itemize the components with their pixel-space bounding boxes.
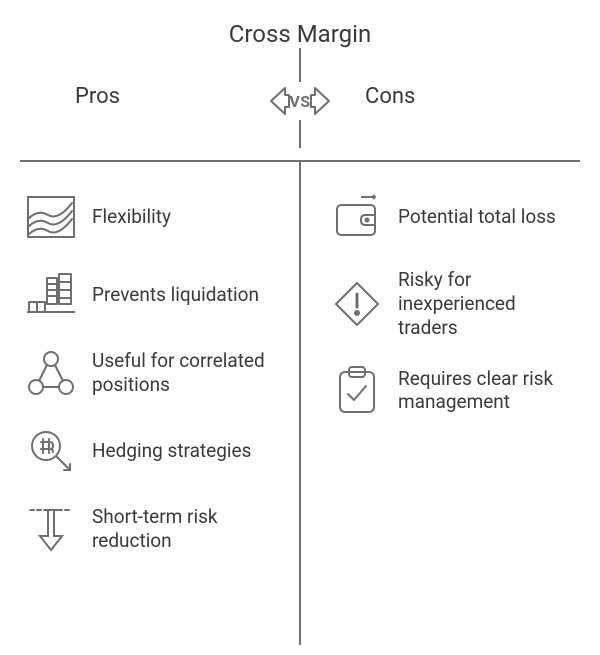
pros-header: Pros bbox=[0, 84, 300, 109]
item-label: Prevents liquidation bbox=[92, 283, 259, 307]
item-label: Potential total loss bbox=[398, 205, 556, 229]
cons-header: Cons bbox=[300, 84, 600, 109]
item-label: Flexibility bbox=[92, 205, 171, 229]
columns: Flexibility bbox=[0, 190, 600, 580]
vs-region: VS Pros Cons bbox=[0, 48, 600, 148]
list-item: Useful for correlated positions bbox=[24, 346, 270, 400]
flexibility-icon bbox=[24, 190, 78, 244]
page-title: Cross Margin bbox=[0, 0, 600, 48]
column-headers: Pros Cons bbox=[0, 84, 600, 109]
list-item: Hedging strategies bbox=[24, 424, 270, 478]
infographic: Cross Margin VS Pros Cons bbox=[0, 0, 600, 655]
short-term-risk-icon bbox=[24, 502, 78, 556]
item-label: Requires clear risk management bbox=[398, 367, 580, 415]
hedging-icon bbox=[24, 424, 78, 478]
item-label: Risky for inexperienced traders bbox=[398, 268, 580, 339]
list-item: Short-term risk reduction bbox=[24, 502, 270, 556]
list-item: Risky for inexperienced traders bbox=[330, 268, 580, 339]
prevents-liquidation-icon bbox=[24, 268, 78, 322]
warning-diamond-icon bbox=[330, 277, 384, 331]
cons-column: Potential total loss Risky for inexperie… bbox=[300, 190, 600, 580]
list-item: Potential total loss bbox=[330, 190, 580, 244]
divider-line-mid bbox=[299, 120, 301, 148]
list-item: Flexibility bbox=[24, 190, 270, 244]
item-label: Short-term risk reduction bbox=[92, 505, 270, 553]
list-item: Requires clear risk management bbox=[330, 363, 580, 417]
correlated-positions-icon bbox=[24, 346, 78, 400]
divider-line-top bbox=[299, 48, 301, 82]
list-item: Prevents liquidation bbox=[24, 268, 270, 322]
item-label: Hedging strategies bbox=[92, 439, 251, 463]
wallet-loss-icon bbox=[330, 190, 384, 244]
pros-column: Flexibility bbox=[0, 190, 300, 580]
item-label: Useful for correlated positions bbox=[92, 349, 270, 397]
clipboard-check-icon bbox=[330, 363, 384, 417]
